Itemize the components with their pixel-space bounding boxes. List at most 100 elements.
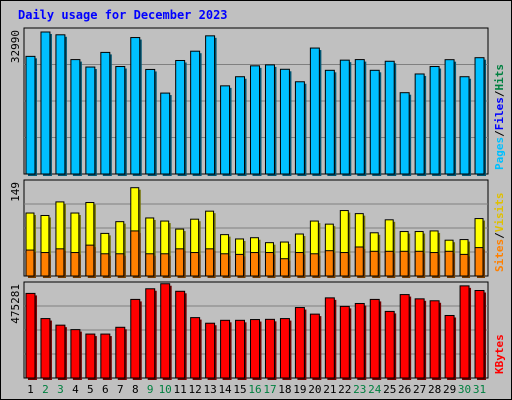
sites-bar: [175, 248, 185, 277]
sites-bar: [369, 250, 379, 277]
kbytes-bar: [235, 319, 246, 379]
sites-bar: [399, 250, 409, 277]
kbytes-bar: [40, 318, 51, 379]
x-tick-label: 23: [353, 383, 366, 396]
sites-bar: [444, 250, 454, 277]
hits-bar: [384, 60, 395, 175]
x-tick-label: 11: [174, 383, 187, 396]
hits-bar: [205, 35, 216, 175]
hits-bar: [279, 68, 290, 175]
x-tick-label: 21: [323, 383, 336, 396]
x-tick-label: 8: [132, 383, 139, 396]
hits-bar: [190, 50, 201, 175]
sites-bar: [474, 247, 484, 277]
x-tick-label: 25: [383, 383, 396, 396]
kbytes-bar: [459, 285, 470, 379]
x-tick-label: 14: [218, 383, 232, 396]
x-tick-label: 31: [473, 383, 486, 396]
hits-bar: [354, 59, 365, 175]
kbytes-bar: [115, 326, 126, 379]
y-max-label: 475281: [9, 284, 22, 324]
sites-bar: [40, 252, 50, 277]
x-tick-label: 1: [27, 383, 34, 396]
hits-bar: [220, 85, 231, 175]
legend: Sites/Visits: [493, 193, 506, 273]
hits-bar: [459, 76, 470, 175]
legend-separator: /: [493, 90, 506, 97]
x-tick-label: 4: [72, 383, 79, 396]
legend-separator: /: [493, 232, 506, 239]
kbytes-bar: [309, 313, 320, 379]
kbytes-bar: [250, 319, 260, 379]
sites-bar: [264, 252, 274, 277]
legend-sites: Sites: [493, 239, 506, 272]
kbytes-bar: [399, 294, 410, 379]
kbytes-bar: [25, 292, 36, 379]
sites-bar: [250, 252, 259, 277]
kbytes-bar: [339, 305, 350, 379]
hits-bar: [85, 66, 96, 175]
x-tick-label: 3: [57, 383, 64, 396]
sites-bar: [235, 253, 245, 277]
hits-bar: [339, 59, 350, 175]
x-tick-label: 5: [87, 383, 94, 396]
x-tick-label: 28: [428, 383, 441, 396]
sites-bar: [309, 253, 319, 277]
hits-bar: [399, 92, 410, 175]
x-tick-label: 19: [293, 383, 306, 396]
sites-bar: [324, 250, 334, 277]
sites-bar: [339, 252, 349, 277]
hits-bar: [70, 59, 81, 175]
hits-bar: [25, 55, 36, 175]
kbytes-bar: [369, 298, 380, 379]
x-tick-label: 7: [117, 383, 124, 396]
x-tick-label: 18: [278, 383, 291, 396]
kbytes-bar: [324, 297, 335, 379]
x-tick-label: 30: [458, 383, 471, 396]
hits-bar: [324, 69, 335, 175]
hits-bar: [309, 47, 320, 175]
legend-files: Files: [493, 97, 506, 130]
hits-bar: [250, 65, 260, 175]
kbytes-bar: [190, 317, 201, 379]
sites-bar: [205, 248, 215, 277]
kbytes-bar: [175, 290, 186, 379]
x-tick-label: 9: [147, 383, 154, 396]
sites-bar: [220, 253, 230, 277]
hits-bar: [115, 66, 126, 175]
hits-bar: [160, 92, 171, 175]
hits-bar: [175, 59, 186, 175]
sites-bar: [70, 252, 80, 277]
x-tick-label: 15: [233, 383, 246, 396]
kbytes-bar: [220, 319, 231, 379]
sites-bar: [85, 244, 95, 277]
kbytes-bar: [130, 298, 141, 379]
kbytes-bar: [354, 302, 365, 379]
hits-bar: [429, 66, 440, 175]
kbytes-bar: [70, 329, 81, 379]
legend-kbytes: KBytes: [493, 334, 506, 374]
x-tick-label: 13: [203, 383, 216, 396]
hits-bar: [100, 51, 111, 175]
kbytes-bar: [474, 290, 485, 379]
sites-bar: [429, 252, 439, 277]
sites-bar: [25, 249, 35, 277]
sites-bar: [190, 252, 200, 277]
kbytes-bar: [205, 322, 216, 379]
kbytes-bar: [85, 333, 96, 379]
kbytes-bar: [429, 300, 440, 379]
kbytes-bar: [444, 314, 455, 379]
legend-visits: Visits: [493, 193, 506, 233]
x-tick-label: 6: [102, 383, 109, 396]
kbytes-bar: [145, 288, 156, 379]
x-tick-label: 27: [413, 383, 426, 396]
kbytes-bar: [100, 333, 111, 379]
hits-bar: [145, 68, 156, 175]
hits-bar: [444, 59, 455, 175]
x-tick-label: 24: [368, 383, 382, 396]
kbytes-bar: [384, 310, 395, 379]
x-tick-label: 17: [263, 383, 276, 396]
x-tick-label: 16: [248, 383, 261, 396]
hits-bar: [264, 64, 275, 175]
